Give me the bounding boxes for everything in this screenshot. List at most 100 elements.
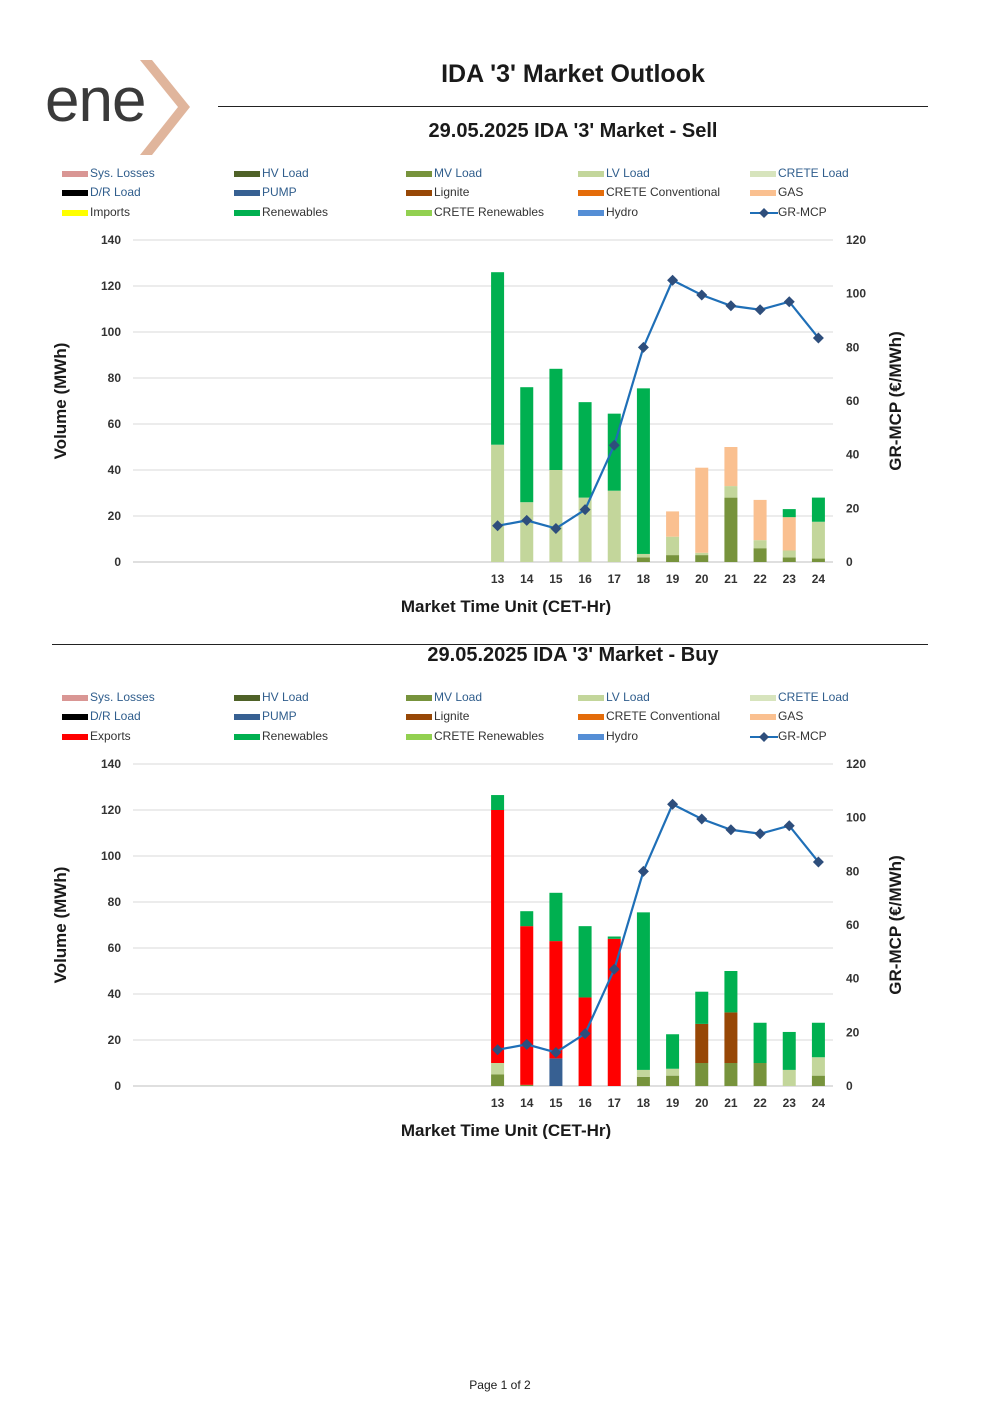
buy-legend-mv-load: MV Load xyxy=(406,689,482,705)
title-divider xyxy=(218,106,928,107)
sell-bar-renewables-18 xyxy=(636,388,650,554)
legend-swatch-icon xyxy=(578,733,604,740)
buy-bar-renewables-16 xyxy=(578,926,592,998)
logo-chevron-icon xyxy=(140,60,190,155)
sell-price-line xyxy=(497,278,820,530)
sell-bar-renewables-17 xyxy=(607,413,621,491)
buy-price-point-19 xyxy=(667,798,679,810)
buy-chart-section: 29.05.2025 IDA '3' Market - Buy Sys. Los… xyxy=(0,639,1000,1139)
buy-legend-hydro: Hydro xyxy=(578,728,638,744)
buy-bar-renewables-20 xyxy=(695,991,709,1024)
buy-ytick-40: 40 xyxy=(108,987,122,1001)
sell-legend-crete-conventional: CRETE Conventional xyxy=(578,184,720,200)
sell-bar-mv-load-22 xyxy=(753,548,767,562)
buy-bar-exports-14 xyxy=(520,926,534,1085)
sell-bar-mv-load-23 xyxy=(782,557,796,562)
buy-xtick-16: 16 xyxy=(578,1096,592,1110)
sell-xtick-19: 19 xyxy=(666,572,680,586)
sell-bar-renewables-13 xyxy=(491,272,505,445)
buy-price-point-13 xyxy=(492,1044,504,1056)
sell-bar-renewables-14 xyxy=(520,387,534,503)
sell-y2tick-80: 80 xyxy=(846,340,860,354)
sell-bar-lv-load-20 xyxy=(695,552,709,556)
sell-xtick-13: 13 xyxy=(491,572,505,586)
buy-price-point-14 xyxy=(521,1038,533,1050)
sell-legend-lv-load: LV Load xyxy=(578,165,650,181)
legend-swatch-icon xyxy=(62,189,88,196)
buy-ytick-20: 20 xyxy=(108,1033,122,1047)
legend-swatch-icon xyxy=(750,713,776,720)
buy-chart-plot: 0 20 40 60 80 100 120 140 0 20 40 60 80 100 120 13 14 15 1… xyxy=(51,757,905,1139)
sell-chart-title: 29.05.2025 IDA '3' Market - Sell xyxy=(428,120,718,142)
buy-bar-mv-load-14 xyxy=(520,1084,534,1086)
buy-price-point-16 xyxy=(579,1028,591,1040)
buy-y2tick-20: 20 xyxy=(846,1025,860,1039)
buy-y2-axis-title: GR-MCP (€/MWh) xyxy=(886,855,905,994)
legend-label: PUMP xyxy=(262,185,297,199)
sell-bar-gas-21 xyxy=(724,447,738,487)
sell-legend-gas: GAS xyxy=(750,184,803,200)
legend-label: GAS xyxy=(778,185,804,199)
line-marker-icon xyxy=(750,731,778,742)
legend-swatch-icon xyxy=(62,694,88,701)
sell-chart-section: 29.05.2025 IDA '3' Market - Sell Sys. Lo… xyxy=(0,115,1000,615)
buy-xtick-15: 15 xyxy=(549,1096,563,1110)
legend-label: GR-MCP xyxy=(778,205,827,219)
sell-xtick-17: 17 xyxy=(608,572,622,586)
buy-bar-mv-load-20 xyxy=(695,1063,709,1086)
buy-y2tick-60: 60 xyxy=(846,918,860,932)
buy-ytick-0: 0 xyxy=(114,1079,121,1093)
legend-label: CRETE Conventional xyxy=(606,185,721,199)
sell-bar-gas-19 xyxy=(666,511,680,537)
buy-bar-mv-load-19 xyxy=(666,1075,680,1086)
sell-ytick-120: 120 xyxy=(101,279,121,293)
legend-swatch-icon xyxy=(578,713,604,720)
legend-swatch-icon xyxy=(578,170,604,177)
buy-legend-crete-conventional: CRETE Conventional xyxy=(578,708,720,724)
buy-xtick-22: 22 xyxy=(753,1096,767,1110)
sell-bar-lv-load-16 xyxy=(578,497,592,562)
legend-swatch-icon xyxy=(234,694,260,701)
sell-bar-gas-23 xyxy=(782,517,796,551)
legend-label: CRETE Renewables xyxy=(434,729,545,743)
legend-swatch-icon xyxy=(578,209,604,216)
buy-bar-lv-load-13 xyxy=(491,1063,505,1075)
sell-legend-crete-renewables: CRETE Renewables xyxy=(406,204,544,220)
buy-legend-lv-load: LV Load xyxy=(578,689,650,705)
sell-xtick-14: 14 xyxy=(520,572,534,586)
sell-y2tick-60: 60 xyxy=(846,394,860,408)
buy-xtick-23: 23 xyxy=(783,1096,797,1110)
buy-y2tick-100: 100 xyxy=(846,811,866,825)
buy-price-point-24 xyxy=(812,856,824,868)
buy-y2tick-0: 0 xyxy=(846,1079,853,1093)
legend-label: MV Load xyxy=(434,690,483,704)
sell-legend-pump: PUMP xyxy=(234,184,297,200)
sell-legend-mv-load: MV Load xyxy=(406,165,482,181)
legend-swatch-icon xyxy=(750,170,776,177)
sell-xtick-21: 21 xyxy=(724,572,738,586)
buy-xtick-24: 24 xyxy=(812,1096,826,1110)
sell-price-point-16 xyxy=(579,504,591,516)
sell-ytick-140: 140 xyxy=(101,233,121,247)
buy-price-line xyxy=(497,802,820,1054)
sell-bar-lv-load-21 xyxy=(724,486,738,498)
buy-y2tick-40: 40 xyxy=(846,972,860,986)
sell-bar-lv-load-23 xyxy=(782,550,796,558)
sell-price-point-13 xyxy=(492,520,504,532)
sell-bar-lv-load-19 xyxy=(666,536,680,556)
buy-bar-lv-load-24 xyxy=(811,1057,825,1076)
sell-bar-lv-load-18 xyxy=(636,553,650,558)
buy-bar-renewables-18 xyxy=(636,912,650,1070)
sell-bar-lv-load-22 xyxy=(753,540,767,549)
buy-bar-lv-load-19 xyxy=(666,1068,680,1076)
page-footer: Page 1 of 2 xyxy=(469,1378,531,1392)
buy-bar-mv-load-24 xyxy=(811,1075,825,1086)
buy-xtick-21: 21 xyxy=(724,1096,738,1110)
legend-label: LV Load xyxy=(606,690,650,704)
sell-price-point-14 xyxy=(521,514,533,526)
sell-xtick-16: 16 xyxy=(578,572,592,586)
buy-price-point-21 xyxy=(725,824,737,836)
legend-label: PUMP xyxy=(262,709,297,723)
sell-xtick-15: 15 xyxy=(549,572,563,586)
buy-xtick-17: 17 xyxy=(608,1096,622,1110)
